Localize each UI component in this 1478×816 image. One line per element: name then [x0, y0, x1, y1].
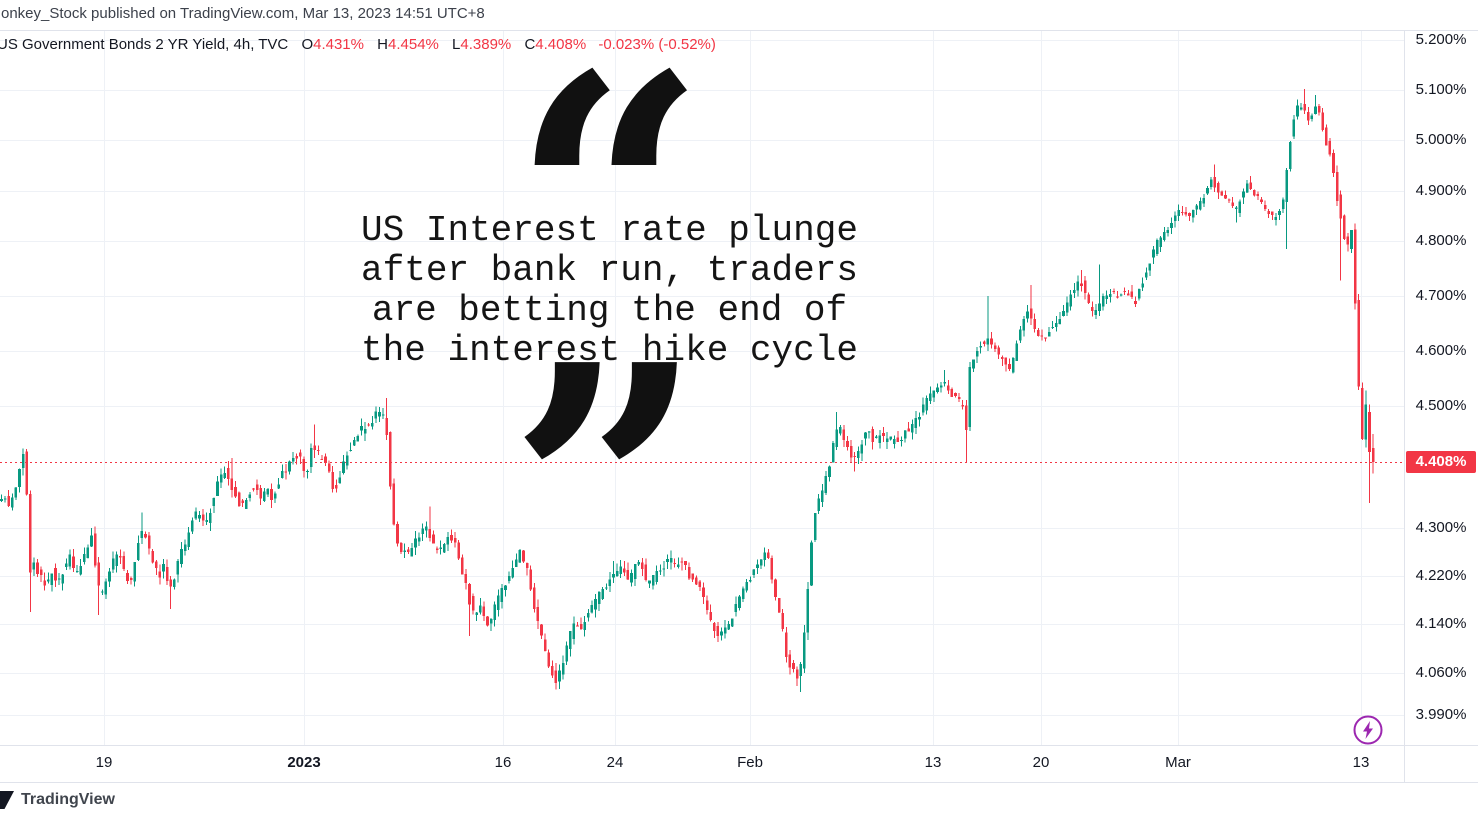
ohlc-high: H4.454%: [377, 36, 439, 53]
price-axis-label: 4.700%: [1415, 287, 1467, 304]
ohlc-low: L4.389%: [452, 36, 512, 53]
price-axis-label: 4.900%: [1415, 182, 1467, 199]
price-axis-label: 4.500%: [1415, 397, 1467, 414]
tradingview-logo-mark: [0, 791, 14, 809]
price-axis-label: 4.800%: [1415, 232, 1467, 249]
quote-line: after bank run, traders: [361, 250, 858, 291]
symbol-header: US Government Bonds 2 YR Yield, 4h, TVC …: [0, 36, 716, 53]
quote-text: US Interest rate plunge after bank run, …: [102, 211, 1117, 371]
time-axis-label: 24: [606, 754, 624, 771]
ohlc-open: O4.431%: [301, 36, 364, 53]
time-axis-label: 20: [1032, 754, 1050, 771]
price-axis-label: 4.140%: [1415, 615, 1467, 632]
time-axis[interactable]: 19 2023 16 24 Feb 13 20 Mar 13: [0, 746, 1404, 782]
flash-button[interactable]: [1353, 715, 1383, 745]
quote-line: the interest hike cycle: [361, 330, 858, 371]
last-price-label: 4.408%: [1406, 451, 1476, 473]
close-quote-mark: ”: [508, 292, 704, 691]
time-axis-label: Feb: [737, 754, 763, 771]
price-axis-label: 4.220%: [1415, 567, 1467, 584]
tradingview-wordmark: TradingView: [21, 791, 115, 808]
ohlc-close: C4.408%: [524, 36, 587, 53]
time-axis-label: 2023: [287, 754, 321, 771]
time-axis-label: 13: [1352, 754, 1370, 771]
change-value: -0.023% (-0.52%): [598, 36, 716, 53]
symbol-title: US Government Bonds 2 YR Yield, 4h, TVC: [0, 36, 289, 53]
time-axis-label: 19: [95, 754, 113, 771]
price-axis-label: 5.200%: [1415, 31, 1467, 48]
price-axis-label: 4.300%: [1415, 519, 1467, 536]
price-axis-label: 5.100%: [1415, 81, 1467, 98]
open-quote-mark: “: [511, 2, 707, 401]
quote-line: US Interest rate plunge: [361, 210, 858, 251]
time-axis-label: Mar: [1165, 754, 1191, 771]
attribution: onkey_Stock published on TradingView.com…: [1, 5, 485, 22]
price-axis-label: 4.600%: [1415, 342, 1467, 359]
time-axis-label: 13: [924, 754, 942, 771]
price-axis[interactable]: 5.200% 5.100% 5.000% 4.900% 4.800% 4.700% 4.60…: [1404, 0, 1478, 782]
time-axis-label: 16: [494, 754, 512, 771]
lightning-icon: [1363, 721, 1373, 739]
quote-line: are betting the end of: [371, 290, 848, 331]
price-axis-label: 3.990%: [1415, 706, 1467, 723]
price-axis-label: 5.000%: [1415, 131, 1467, 148]
price-axis-label: 4.060%: [1415, 664, 1467, 681]
